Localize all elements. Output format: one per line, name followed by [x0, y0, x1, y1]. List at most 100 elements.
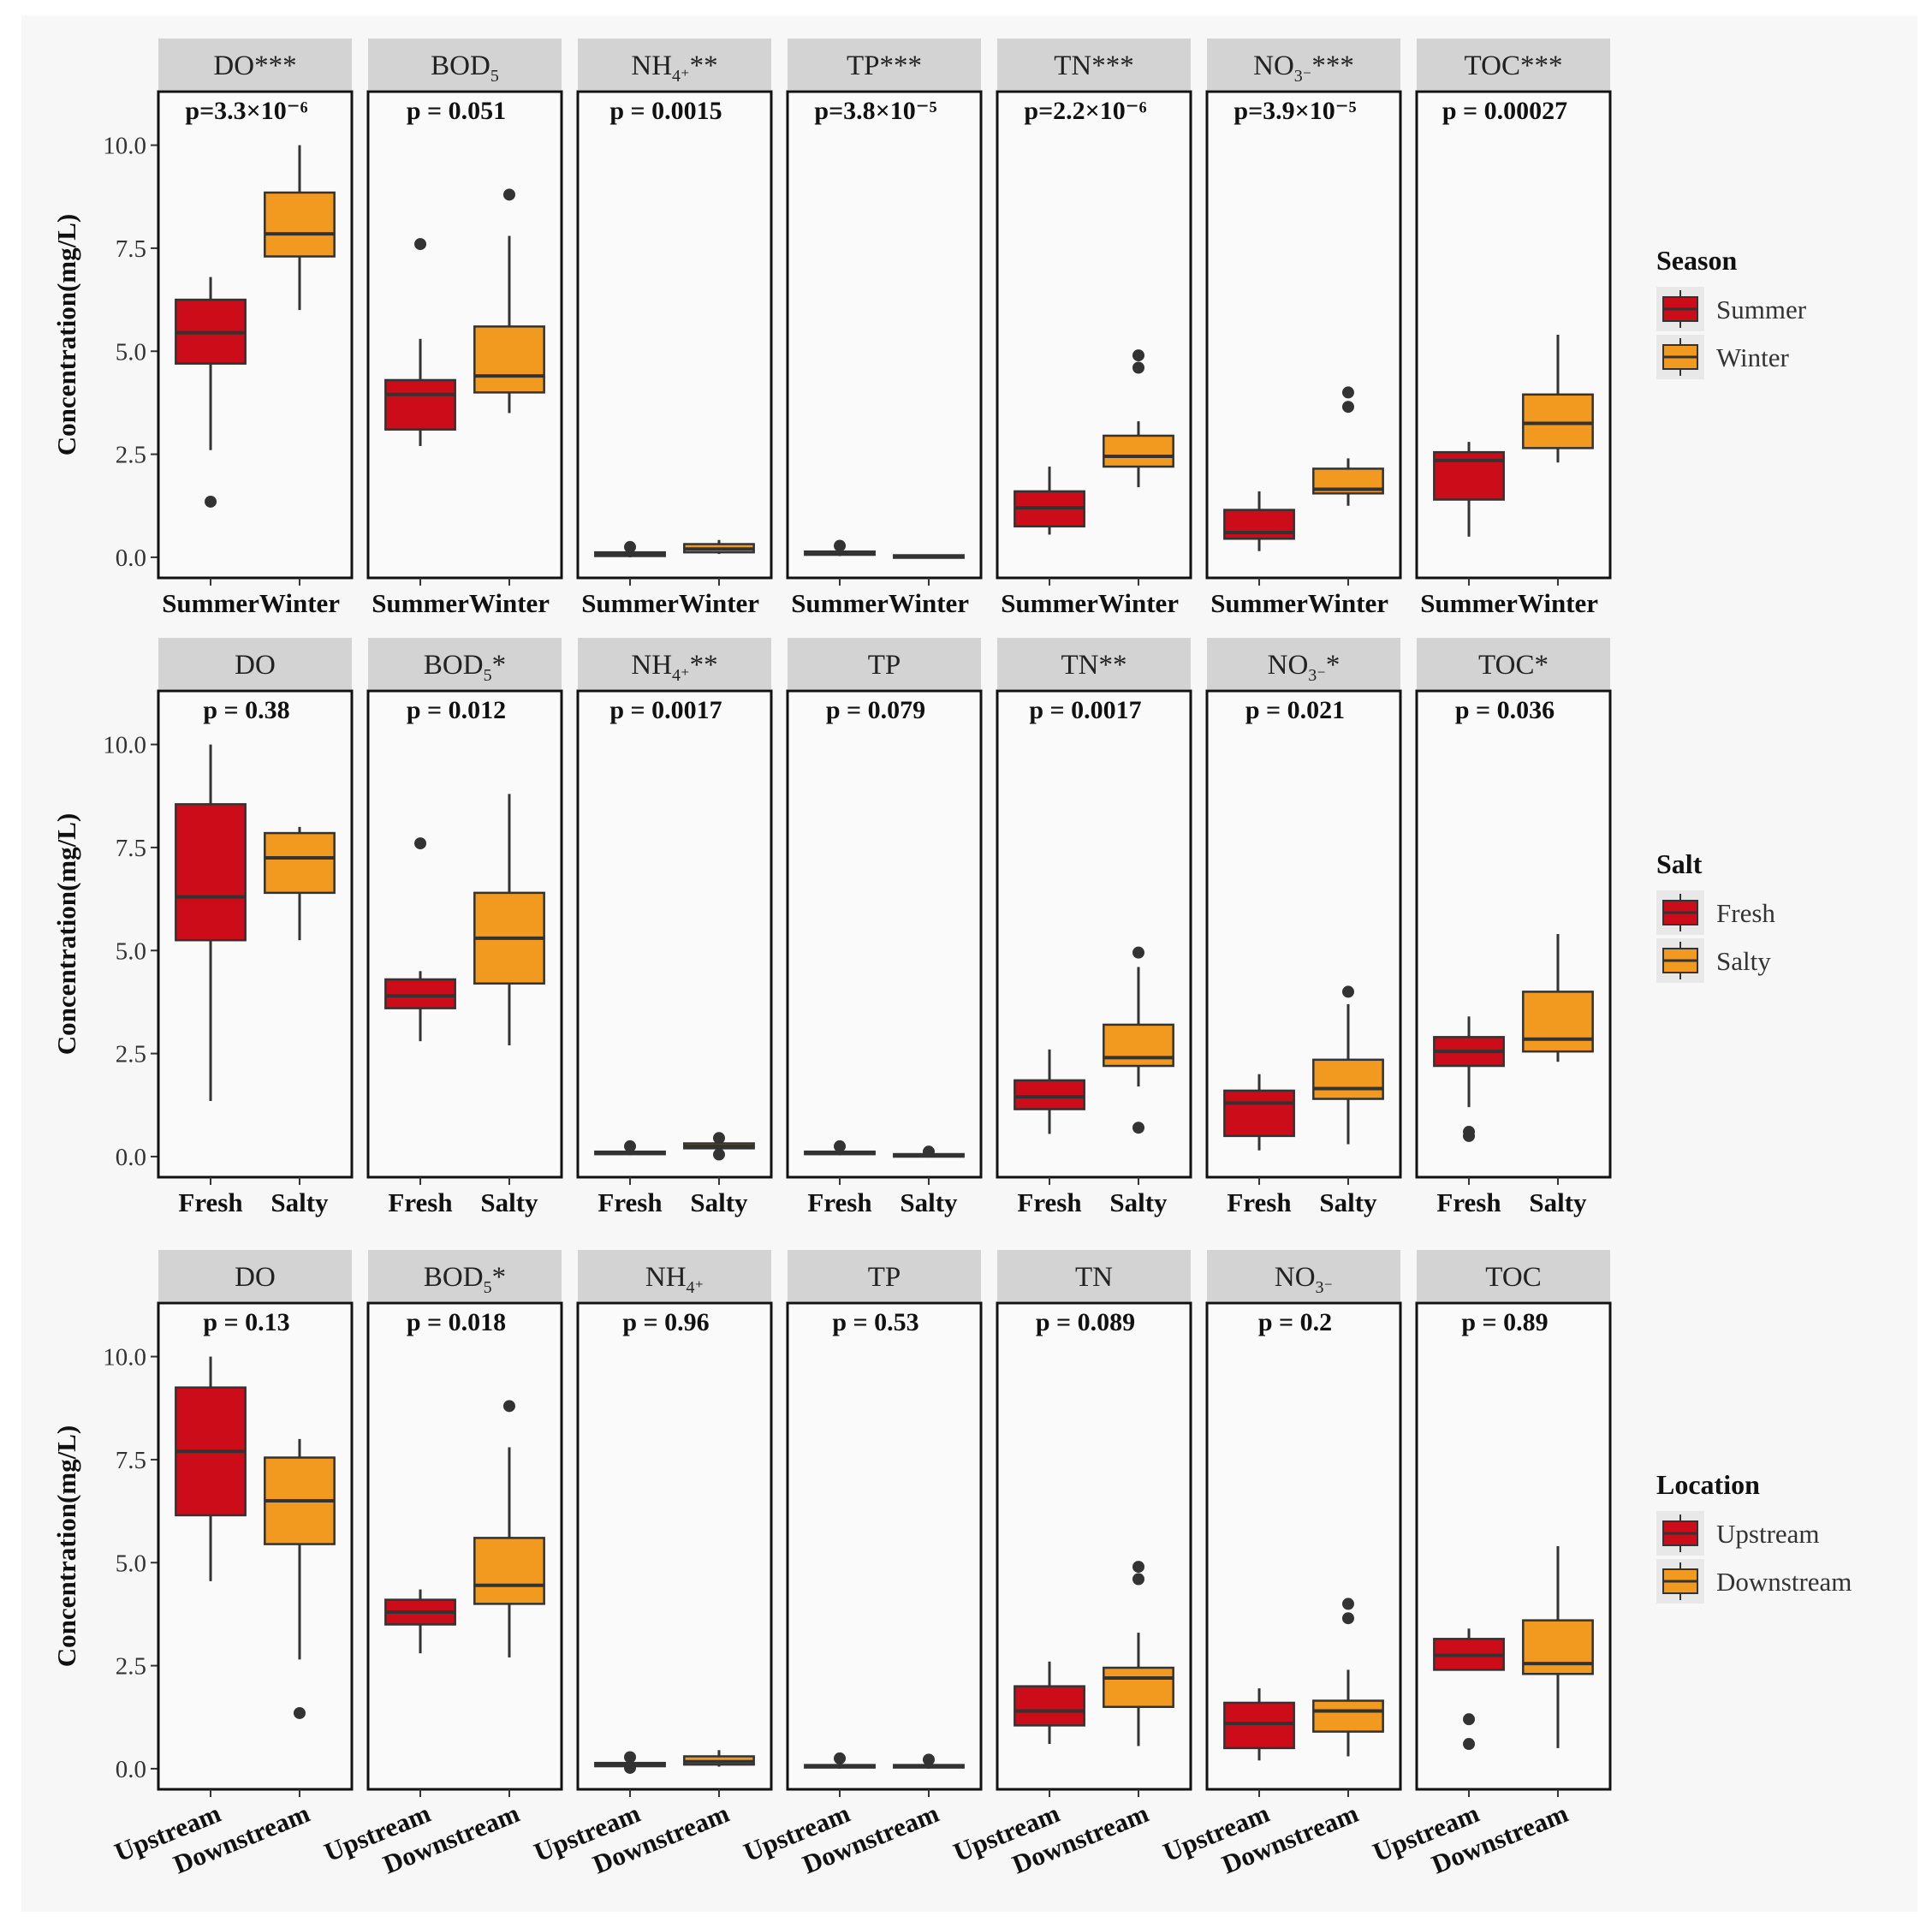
strip-label-stars: *** — [1091, 51, 1134, 81]
x-tick-label: Winter — [259, 588, 340, 618]
strip-label-stars: *** — [1311, 51, 1354, 81]
strip-label-stars: ** — [690, 650, 718, 681]
facet-strip-label: BOD5* — [424, 1262, 506, 1297]
strip-label-stars: * — [1534, 650, 1549, 681]
legend-entry-label: Summer — [1716, 295, 1807, 324]
facet-strip-label: NH4⁺** — [631, 51, 717, 86]
x-tick-label: Fresh — [178, 1187, 242, 1217]
p-value-label: p=3.9×10⁻⁵ — [1234, 97, 1356, 125]
facet-strip-label: DO*** — [213, 51, 296, 81]
facet-strip-label: TN — [1075, 1262, 1113, 1293]
x-tick-label: Summer — [581, 588, 679, 618]
outlier-point — [205, 495, 217, 508]
strip-label-main: NH — [631, 650, 672, 681]
outlier-point — [712, 1132, 725, 1145]
y-tick-label: 10.0 — [103, 1344, 146, 1372]
facet-strip-label: NO3⁻*** — [1253, 51, 1354, 86]
box-body — [264, 191, 336, 258]
outlier-point — [922, 1145, 935, 1158]
x-tick-label: Salty — [270, 1187, 329, 1217]
facet-strip — [1207, 1250, 1400, 1301]
x-tick-label: Winter — [889, 588, 969, 618]
box-body — [1103, 1023, 1174, 1068]
box-upstream — [175, 1356, 247, 1581]
strip-label-subscript: 5 — [484, 1278, 492, 1297]
y-tick-label: 5.0 — [116, 338, 146, 366]
legend-entry-label: Salty — [1716, 946, 1771, 976]
x-tick-label: Winter — [1518, 588, 1598, 618]
strip-label-subscript: 5 — [490, 67, 499, 86]
box-upstream — [1433, 1628, 1505, 1751]
outlier-point — [293, 1706, 306, 1719]
strip-label-main: NO — [1253, 51, 1294, 81]
y-tick-label: 2.5 — [116, 442, 146, 469]
box-fresh — [594, 1140, 666, 1156]
outlier-point — [1132, 349, 1144, 362]
facet-strip — [997, 1250, 1191, 1301]
facet-strip-label: NH4⁺ — [645, 1262, 704, 1297]
facet-panel: BOD5 p = 0.051 Summer Winter — [366, 39, 563, 618]
strip-label-stars: *** — [1520, 51, 1563, 81]
outlier-point — [624, 1751, 637, 1764]
facet-strip-label: DO — [235, 650, 276, 681]
x-tick-label: Salty — [1319, 1187, 1377, 1217]
box-salty — [264, 826, 336, 941]
p-value-label: p=2.2×10⁻⁶ — [1024, 97, 1146, 125]
box-body — [384, 378, 456, 431]
strip-label-stars: * — [1326, 650, 1341, 681]
facet-strip — [788, 638, 981, 689]
box-upstream — [1014, 1661, 1085, 1745]
box-body — [1223, 1089, 1295, 1138]
outlier-point — [1132, 1573, 1144, 1586]
p-value-label: p = 0.0017 — [1029, 696, 1141, 724]
x-tick-label: Winter — [469, 588, 550, 618]
facet-panel: TP p = 0.079 Fresh Salty — [786, 638, 983, 1217]
strip-label-main: TOC — [1465, 51, 1520, 81]
facet-strip-label: NO3⁻ — [1275, 1262, 1333, 1297]
x-tick-label: Summer — [162, 588, 259, 618]
p-value-label: p = 0.0015 — [609, 97, 722, 125]
facet-strip — [1417, 638, 1610, 689]
outlier-point — [1463, 1738, 1476, 1751]
box-downstream — [1312, 1598, 1384, 1757]
x-tick-label: Salty — [1529, 1187, 1587, 1217]
p-value-label: p=3.8×10⁻⁵ — [814, 97, 936, 125]
p-value-label: p = 0.089 — [1036, 1308, 1135, 1336]
strip-label-main: BOD — [424, 650, 484, 681]
facet-strip-label: BOD5 — [431, 51, 499, 86]
facet-row-location: Concentration(mg/L) 0.0 2.5 5.0 7.5 10.0 DO p =… — [51, 1250, 1852, 1879]
x-tick-label: Fresh — [1227, 1187, 1291, 1217]
p-value-label: p = 0.051 — [407, 97, 506, 125]
facet-strip — [1417, 39, 1610, 90]
p-value-label: p = 0.96 — [622, 1308, 709, 1336]
facet-strip — [788, 1250, 981, 1301]
panel-frame — [1415, 689, 1612, 1179]
facet-panel: NO3⁻*** p=3.9×10⁻⁵ Summer Winter — [1205, 39, 1402, 618]
strip-label-stars: *** — [254, 51, 297, 81]
box-body — [1223, 1701, 1295, 1750]
strip-label-stars: * — [492, 650, 507, 681]
facet-strip — [578, 638, 771, 689]
y-tick-label: 0.0 — [116, 544, 146, 572]
box-body — [1014, 1685, 1085, 1727]
p-value-label: p = 0.0017 — [609, 696, 722, 724]
strip-label-main: TN — [1075, 1262, 1113, 1293]
strip-label-main: TP — [847, 51, 880, 81]
legend-entry-label: Fresh — [1716, 898, 1775, 928]
box-fresh — [175, 744, 247, 1101]
p-value-label: p = 0.00027 — [1442, 97, 1567, 125]
strip-label-main: TP — [868, 650, 901, 681]
facet-strip — [368, 638, 562, 689]
box-body — [1014, 1079, 1085, 1110]
outlier-point — [502, 1400, 515, 1413]
box-salty — [1522, 934, 1594, 1062]
strip-label-subscript: 4⁺ — [687, 1278, 704, 1297]
strip-label-stars: ** — [690, 51, 718, 81]
box-summer — [1433, 442, 1505, 537]
facet-strip — [1417, 1250, 1610, 1301]
outlier-point — [712, 1148, 725, 1161]
box-winter — [264, 145, 336, 311]
facet-panel: TN*** p=2.2×10⁻⁶ Summer Winter — [996, 39, 1192, 618]
outlier-point — [502, 188, 515, 201]
